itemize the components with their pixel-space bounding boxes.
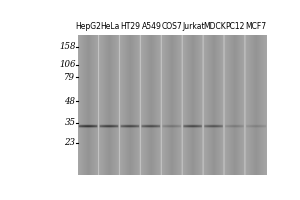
Text: HeLa: HeLa [100, 22, 119, 31]
Text: HepG2: HepG2 [76, 22, 102, 31]
Text: PC12: PC12 [225, 22, 245, 31]
Text: HT29: HT29 [121, 22, 140, 31]
Text: Jurkat: Jurkat [182, 22, 205, 31]
Text: 158: 158 [59, 42, 75, 51]
Text: 23: 23 [64, 138, 75, 147]
Text: MDCK: MDCK [203, 22, 226, 31]
Text: MCF7: MCF7 [245, 22, 267, 31]
Text: 35: 35 [64, 118, 75, 127]
Text: 79: 79 [64, 73, 75, 82]
Text: 106: 106 [59, 60, 75, 69]
Text: 48: 48 [64, 97, 75, 106]
Text: A549: A549 [142, 22, 161, 31]
Text: COS7: COS7 [162, 22, 183, 31]
